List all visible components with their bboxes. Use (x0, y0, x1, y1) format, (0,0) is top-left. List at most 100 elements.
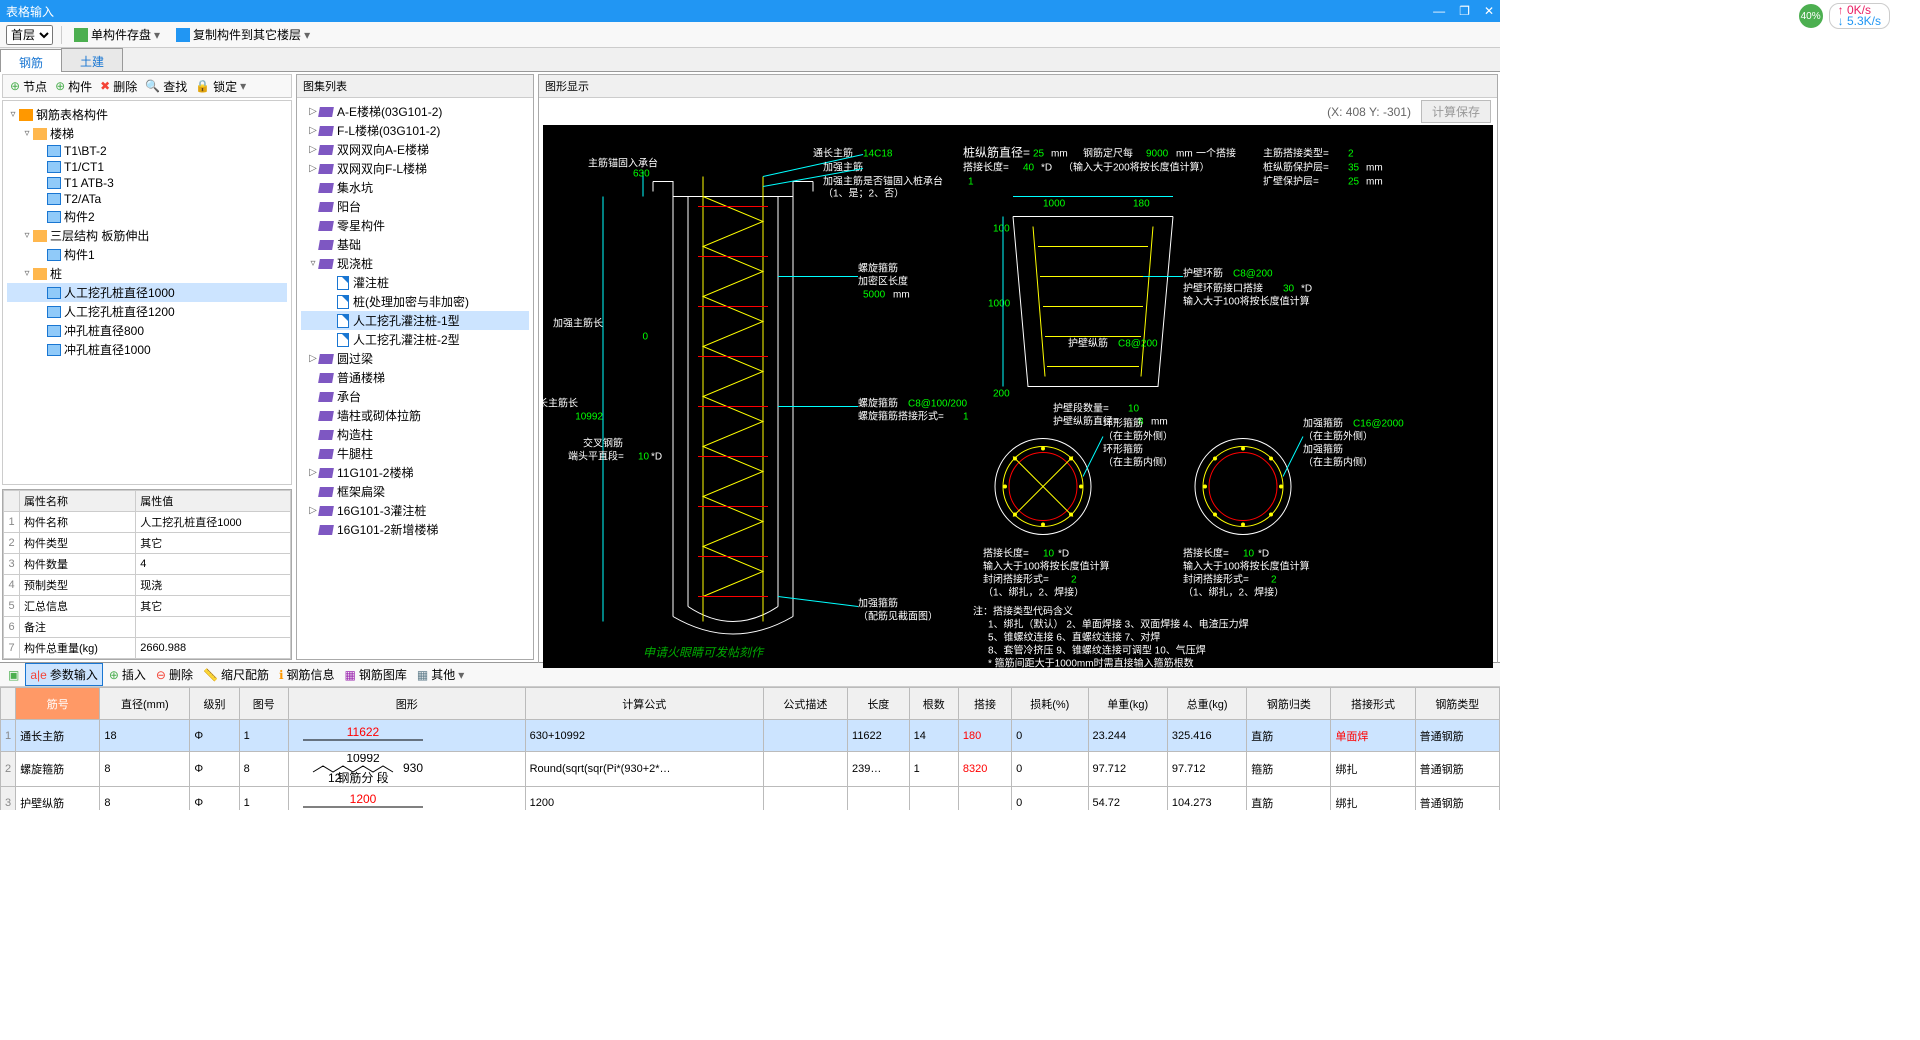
tree-item[interactable]: T2/ATa (7, 191, 287, 207)
tree-item[interactable]: 构件2 (7, 207, 287, 226)
percent-badge[interactable]: 40% (1797, 2, 1825, 30)
col-header[interactable]: 计算公式 (525, 688, 763, 720)
atlas-item[interactable]: 人工挖孔灌注桩-2型 (301, 330, 529, 349)
tree-item[interactable]: T1 ATB-3 (7, 175, 287, 191)
svg-text:1000: 1000 (988, 299, 1011, 310)
table-row[interactable]: 2螺旋箍筋8Φ81099293012钢筋分 段Round(sqrt(sqr(Pi… (1, 752, 1500, 787)
atlas-item[interactable]: 零星构件 (301, 216, 529, 235)
col-header[interactable]: 钢筋类型 (1415, 688, 1499, 720)
atlas-item[interactable]: ▷双网双向F-L楼梯 (301, 159, 529, 178)
file-icon (47, 161, 61, 173)
atlas-item[interactable]: ▷11G101-2楼梯 (301, 463, 529, 482)
tree-root[interactable]: ▿钢筋表格构件 (7, 105, 287, 124)
col-header[interactable]: 损耗(%) (1012, 688, 1088, 720)
add-node-button[interactable]: ⊕节点 (7, 77, 50, 96)
col-header[interactable]: 搭接形式 (1331, 688, 1415, 720)
add-component-button[interactable]: ⊕构件 (52, 77, 95, 96)
save-component-button[interactable]: 单构件存盘 ▾ (70, 24, 164, 45)
delete-row-button[interactable]: ⊖删除 (152, 664, 197, 685)
col-header[interactable]: 筋号 (16, 688, 100, 720)
atlas-item[interactable]: ▿现浇桩 (301, 254, 529, 273)
delete-button[interactable]: ✖删除 (97, 77, 140, 96)
col-header[interactable]: 总重(kg) (1167, 688, 1246, 720)
prop-value[interactable]: 其它 (136, 533, 291, 554)
param-input-button[interactable]: a|e 参数输入 (25, 663, 102, 686)
atlas-item[interactable]: 16G101-2新增楼梯 (301, 520, 529, 539)
tree-item[interactable]: 冲孔桩直径800 (7, 321, 287, 340)
svg-text:环形箍筋: 环形箍筋 (1103, 443, 1143, 456)
atlas-item[interactable]: ▷双网双向A-E楼梯 (301, 140, 529, 159)
atlas-item[interactable]: 灌注桩 (301, 273, 529, 292)
atlas-item[interactable]: 普通楼梯 (301, 368, 529, 387)
table-row[interactable]: 3护壁纵筋8Φ112001200054.72104.273直筋绑扎普通钢筋 (1, 787, 1500, 811)
table-row[interactable]: 1通长主筋18Φ111622630+109921162214180023.244… (1, 720, 1500, 752)
lock-button[interactable]: 🔒锁定 ▾ (192, 77, 249, 96)
col-header[interactable]: 直径(mm) (100, 688, 190, 720)
info-button[interactable]: ℹ钢筋信息 (275, 664, 339, 685)
col-header[interactable]: 图号 (239, 688, 288, 720)
component-tree[interactable]: ▿钢筋表格构件 ▿楼梯 T1\BT-2T1/CT1T1 ATB-3T2/ATa构… (2, 100, 292, 485)
col-header[interactable]: 单重(kg) (1088, 688, 1167, 720)
search-button[interactable]: 🔍查找 (142, 77, 190, 96)
rebar-table[interactable]: 筋号直径(mm)级别图号图形计算公式公式描述长度根数搭接损耗(%)单重(kg)总… (0, 687, 1500, 810)
col-header[interactable]: 根数 (909, 688, 958, 720)
atlas-item[interactable]: 构造柱 (301, 425, 529, 444)
main-toolbar: 首层 单构件存盘 ▾ 复制构件到其它楼层 ▾ (0, 22, 1500, 48)
minimize-button[interactable]: — (1433, 4, 1445, 18)
scale-button[interactable]: 📏缩尺配筋 (199, 664, 273, 685)
tree-stairs[interactable]: ▿楼梯 (7, 124, 287, 143)
tree-pile[interactable]: ▿桩 (7, 264, 287, 283)
tab-rebar[interactable]: 钢筋 (0, 49, 62, 72)
atlas-item[interactable]: 桩(处理加密与非加密) (301, 292, 529, 311)
atlas-item[interactable]: ▷F-L楼梯(03G101-2) (301, 121, 529, 140)
tree-item[interactable]: 人工挖孔桩直径1200 (7, 302, 287, 321)
insert-button[interactable]: ⊕插入 (105, 664, 150, 685)
prop-value[interactable]: 其它 (136, 596, 291, 617)
atlas-title: 图集列表 (297, 75, 533, 98)
col-header[interactable]: 长度 (848, 688, 910, 720)
tree-item[interactable]: 冲孔桩直径1000 (7, 340, 287, 359)
close-button[interactable]: ✕ (1484, 4, 1494, 18)
svg-text:0: 0 (642, 332, 648, 343)
atlas-item[interactable]: 基础 (301, 235, 529, 254)
col-header[interactable]: 搭接 (958, 688, 1011, 720)
tab-civil[interactable]: 土建 (61, 48, 123, 71)
tree-item[interactable]: 构件1 (7, 245, 287, 264)
col-header[interactable]: 钢筋归类 (1247, 688, 1331, 720)
titlebar: 表格输入 — ❐ ✕ (0, 0, 1500, 22)
atlas-item[interactable]: 牛腿柱 (301, 444, 529, 463)
prop-value[interactable]: 4 (136, 554, 291, 575)
tree-item[interactable]: T1/CT1 (7, 159, 287, 175)
atlas-list[interactable]: ▷A-E楼梯(03G101-2)▷F-L楼梯(03G101-2)▷双网双向A-E… (297, 98, 533, 659)
atlas-item[interactable]: 墙柱或砌体拉筋 (301, 406, 529, 425)
svg-text:10: 10 (1243, 549, 1255, 560)
prop-value[interactable]: 人工挖孔桩直径1000 (136, 512, 291, 533)
svg-text:加密区长度: 加密区长度 (858, 275, 908, 288)
atlas-item[interactable]: 承台 (301, 387, 529, 406)
lib-button[interactable]: ▦钢筋图库 (341, 664, 411, 685)
atlas-item[interactable]: ▷16G101-3灌注桩 (301, 501, 529, 520)
atlas-item[interactable]: ▷A-E楼梯(03G101-2) (301, 102, 529, 121)
tree-item[interactable]: T1\BT-2 (7, 143, 287, 159)
maximize-button[interactable]: ❐ (1459, 4, 1470, 18)
copy-component-button[interactable]: 复制构件到其它楼层 ▾ (172, 24, 314, 45)
tree-layer3[interactable]: ▿三层结构 板筋伸出 (7, 226, 287, 245)
col-header[interactable]: 图形 (288, 688, 525, 720)
floor-select[interactable]: 首层 (6, 25, 53, 45)
svg-text:加强主筋是否锚固入桩承台: 加强主筋是否锚固入桩承台 (823, 175, 943, 188)
atlas-item[interactable]: 集水坑 (301, 178, 529, 197)
col-header[interactable]: 公式描述 (763, 688, 847, 720)
drawing-canvas[interactable]: 主筋锚固入承台 630 加强主筋长 0 通长主筋长 10992 通长主筋 14C… (543, 125, 1493, 668)
other-button[interactable]: ▦其他 ▾ (413, 664, 468, 685)
atlas-item[interactable]: ▷圆过梁 (301, 349, 529, 368)
tree-item[interactable]: 人工挖孔桩直径1000 (7, 283, 287, 302)
bt-check[interactable]: ▣ (4, 666, 23, 684)
calc-save-button[interactable]: 计算保存 (1421, 100, 1491, 123)
prop-value[interactable]: 2660.988 (136, 638, 291, 659)
atlas-item[interactable]: 人工挖孔灌注桩-1型 (301, 311, 529, 330)
col-header[interactable]: 级别 (190, 688, 239, 720)
atlas-item[interactable]: 阳台 (301, 197, 529, 216)
prop-value[interactable] (136, 617, 291, 638)
atlas-item[interactable]: 框架扁梁 (301, 482, 529, 501)
prop-value[interactable]: 现浇 (136, 575, 291, 596)
